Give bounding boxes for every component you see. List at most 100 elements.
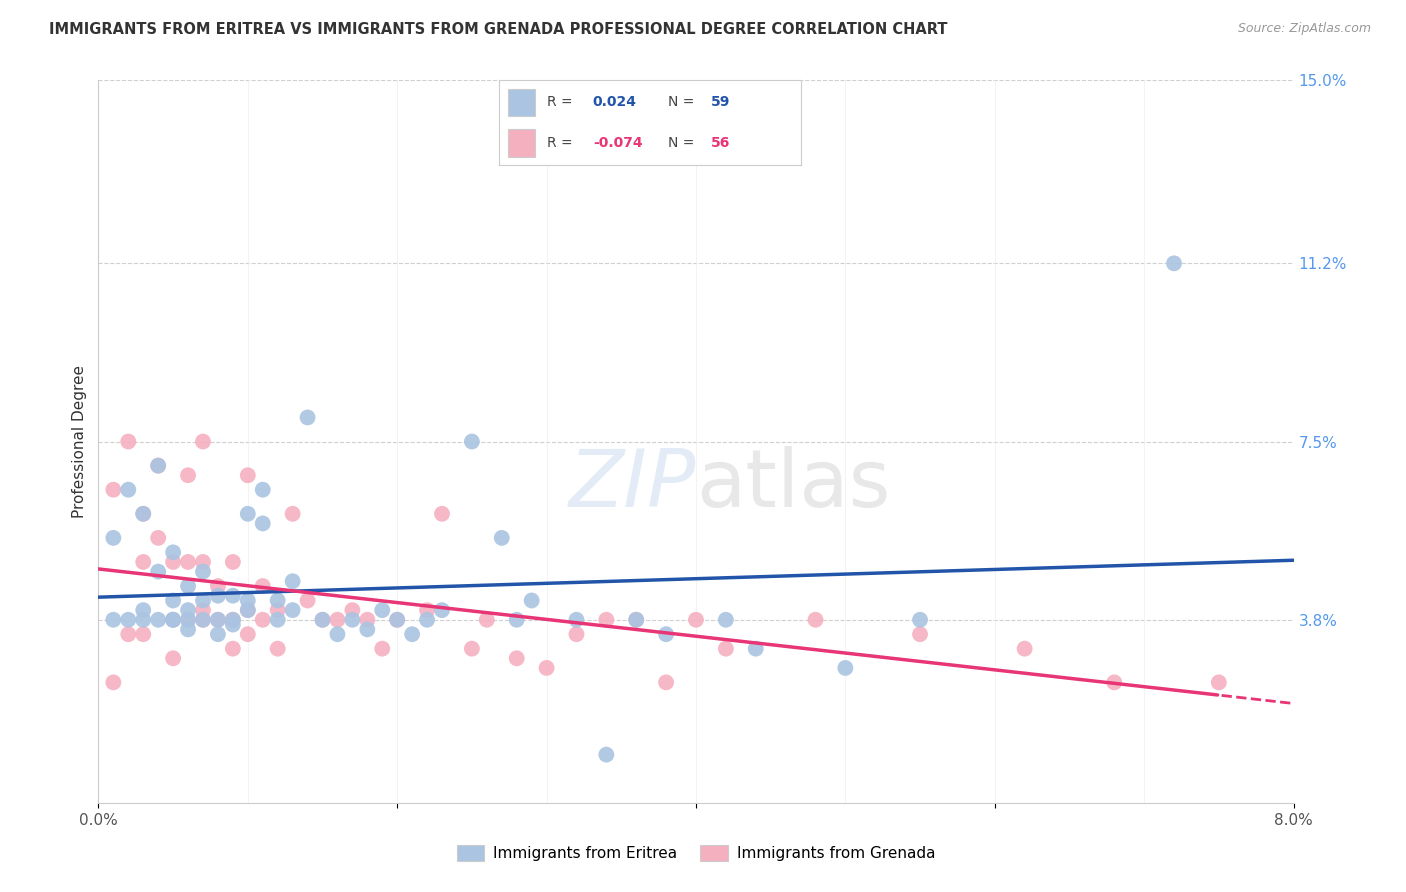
Point [326, 627, 349, 641]
Point [626, 613, 648, 627]
Point [520, 593, 543, 607]
Point [804, 613, 827, 627]
Point [461, 641, 484, 656]
Point [103, 613, 125, 627]
Point [162, 613, 184, 627]
Point [908, 627, 931, 641]
Point [191, 593, 214, 607]
Point [103, 483, 125, 497]
Point [430, 507, 453, 521]
Point [252, 483, 274, 497]
Text: R =: R = [547, 95, 578, 110]
Point [311, 613, 333, 627]
Point [148, 458, 170, 473]
Point [475, 613, 498, 627]
Point [297, 593, 319, 607]
Point [416, 603, 439, 617]
Point [207, 589, 229, 603]
Text: N =: N = [668, 95, 699, 110]
Point [222, 613, 245, 627]
Point [236, 468, 259, 483]
Point [326, 613, 349, 627]
Point [281, 574, 304, 589]
Point [281, 507, 304, 521]
Point [1104, 675, 1126, 690]
Point [162, 555, 184, 569]
Point [177, 579, 200, 593]
Point [177, 613, 200, 627]
Point [162, 593, 184, 607]
Point [132, 627, 155, 641]
Point [252, 516, 274, 531]
Point [371, 603, 394, 617]
Point [132, 555, 155, 569]
Point [191, 434, 214, 449]
Point [595, 747, 617, 762]
Text: IMMIGRANTS FROM ERITREA VS IMMIGRANTS FROM GRENADA PROFESSIONAL DEGREE CORRELATI: IMMIGRANTS FROM ERITREA VS IMMIGRANTS FR… [49, 22, 948, 37]
Point [177, 555, 200, 569]
Point [191, 603, 214, 617]
Point [714, 641, 737, 656]
Text: ZIP: ZIP [568, 446, 696, 524]
Point [536, 661, 558, 675]
Point [236, 507, 259, 521]
Point [834, 661, 856, 675]
Point [342, 613, 364, 627]
Point [1163, 256, 1185, 270]
Y-axis label: Professional Degree: Professional Degree [72, 365, 87, 518]
Text: atlas: atlas [696, 446, 890, 524]
Point [236, 627, 259, 641]
Point [177, 613, 200, 627]
Point [626, 613, 648, 627]
Point [297, 410, 319, 425]
Point [148, 458, 170, 473]
Point [281, 603, 304, 617]
Point [222, 613, 245, 627]
Point [132, 507, 155, 521]
Point [191, 555, 214, 569]
Bar [508, 129, 536, 157]
Point [207, 613, 229, 627]
Point [222, 617, 245, 632]
Point [506, 613, 529, 627]
Point [103, 531, 125, 545]
Point [416, 613, 439, 627]
Point [236, 603, 259, 617]
Legend: Immigrants from Eritrea, Immigrants from Grenada: Immigrants from Eritrea, Immigrants from… [450, 839, 942, 867]
Point [207, 613, 229, 627]
Point [267, 593, 290, 607]
Point [745, 641, 768, 656]
Point [132, 507, 155, 521]
Point [191, 565, 214, 579]
Point [371, 641, 394, 656]
Point [132, 603, 155, 617]
Point [267, 613, 290, 627]
Text: 59: 59 [710, 95, 730, 110]
Text: -0.074: -0.074 [593, 136, 643, 150]
Point [162, 613, 184, 627]
Point [148, 565, 170, 579]
Point [356, 623, 378, 637]
Point [685, 613, 707, 627]
Point [236, 593, 259, 607]
Point [191, 613, 214, 627]
Point [595, 613, 617, 627]
Point [356, 613, 378, 627]
Point [506, 651, 529, 665]
Point [117, 434, 139, 449]
Point [207, 627, 229, 641]
Point [1208, 675, 1230, 690]
Point [117, 627, 139, 641]
Point [117, 613, 139, 627]
Text: N =: N = [668, 136, 699, 150]
Point [207, 579, 229, 593]
Point [162, 651, 184, 665]
Point [714, 613, 737, 627]
Text: R =: R = [547, 136, 578, 150]
Point [222, 589, 245, 603]
Point [162, 545, 184, 559]
Text: Source: ZipAtlas.com: Source: ZipAtlas.com [1237, 22, 1371, 36]
Point [162, 613, 184, 627]
Point [565, 627, 588, 641]
Point [177, 603, 200, 617]
